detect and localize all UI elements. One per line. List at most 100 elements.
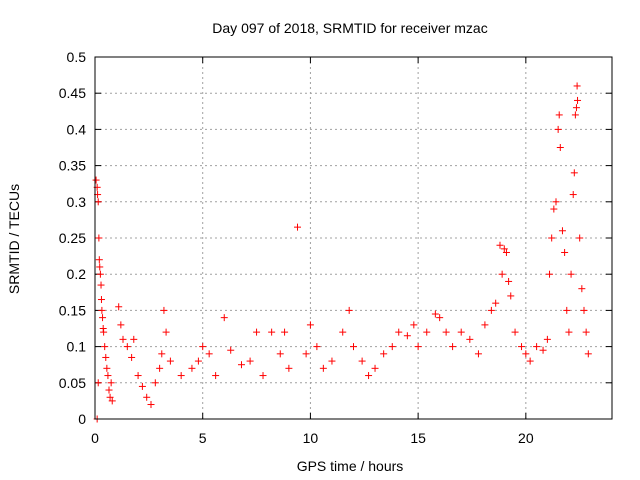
- x-axis-label: GPS time / hours: [297, 458, 404, 474]
- data-point: [160, 306, 168, 314]
- data-point: [103, 364, 111, 372]
- data-point: [95, 234, 103, 242]
- data-point: [567, 270, 575, 278]
- data-point: [380, 350, 388, 358]
- data-point: [350, 343, 357, 351]
- data-point: [555, 111, 563, 119]
- data-point: [281, 328, 289, 336]
- data-point: [105, 386, 113, 394]
- data-point: [134, 372, 142, 380]
- data-point: [285, 364, 293, 372]
- data-point: [576, 234, 584, 242]
- data-point: [98, 306, 106, 314]
- data-point: [403, 332, 411, 340]
- data-point: [96, 270, 104, 278]
- data-point: [511, 328, 519, 336]
- data-point: [550, 205, 558, 213]
- data-point: [268, 328, 276, 336]
- data-point: [498, 270, 506, 278]
- data-point: [561, 248, 569, 256]
- data-point: [571, 111, 579, 119]
- data-point: [558, 227, 566, 235]
- y-tick-label: 0: [78, 411, 86, 427]
- data-point: [138, 382, 146, 390]
- y-tick-label: 0.35: [59, 158, 86, 174]
- y-tick-label: 0.1: [67, 339, 87, 355]
- data-point: [237, 361, 245, 369]
- data-point: [457, 328, 465, 336]
- data-point: [227, 346, 235, 354]
- data-point: [423, 328, 431, 336]
- data-points: [92, 82, 592, 423]
- data-point: [518, 343, 526, 351]
- data-point: [199, 343, 207, 351]
- y-tick-label: 0.2: [67, 266, 87, 282]
- chart-title: Day 097 of 2018, SRMTID for receiver mza…: [212, 20, 487, 36]
- data-point: [496, 241, 504, 249]
- data-point: [96, 263, 104, 271]
- data-point: [117, 321, 125, 329]
- data-point: [487, 306, 495, 314]
- data-point: [573, 82, 581, 90]
- data-point: [205, 350, 213, 358]
- data-point: [119, 335, 127, 343]
- data-point: [502, 248, 510, 256]
- data-point: [569, 191, 577, 199]
- data-point: [556, 144, 564, 151]
- data-point: [563, 306, 571, 314]
- data-point: [212, 372, 220, 380]
- data-point: [442, 328, 450, 336]
- data-point: [220, 314, 228, 322]
- x-tick-label: 10: [303, 430, 319, 446]
- data-point: [100, 328, 108, 336]
- data-point: [481, 321, 489, 329]
- data-point: [580, 306, 588, 314]
- data-point: [533, 343, 541, 351]
- data-point: [414, 343, 422, 351]
- y-tick-label: 0.25: [59, 230, 86, 246]
- data-point: [130, 335, 138, 343]
- data-point: [92, 176, 100, 184]
- data-point: [253, 328, 261, 336]
- data-point: [572, 104, 580, 112]
- data-point: [574, 96, 582, 104]
- data-point: [106, 393, 114, 401]
- data-point: [177, 372, 185, 380]
- data-point: [543, 335, 551, 343]
- data-point: [474, 350, 482, 358]
- data-point: [94, 379, 102, 387]
- x-tick-label: 15: [410, 430, 426, 446]
- data-point: [582, 328, 590, 336]
- data-point: [328, 357, 336, 365]
- data-point: [492, 299, 500, 307]
- axis-ticks: 0 0.05 0.1 0.15 0.2 0.25 0.3 0.35 0.4 0.45 0.5 0 5 10…: [59, 49, 612, 446]
- data-point: [128, 353, 136, 361]
- data-point: [97, 296, 105, 304]
- data-point: [259, 372, 267, 380]
- data-point: [97, 281, 105, 289]
- data-point: [505, 277, 513, 285]
- data-point: [246, 357, 254, 365]
- data-point: [319, 364, 327, 372]
- data-point: [554, 125, 562, 133]
- y-tick-label: 0.15: [59, 302, 86, 318]
- data-point: [345, 306, 353, 314]
- data-point: [302, 350, 310, 358]
- data-point: [466, 335, 474, 343]
- data-point: [431, 310, 439, 318]
- data-point: [449, 343, 457, 351]
- x-tick-label: 20: [518, 430, 534, 446]
- grid: [95, 57, 612, 419]
- data-point: [552, 198, 560, 206]
- x-tick-label: 5: [199, 430, 207, 446]
- y-tick-label: 0.5: [67, 49, 87, 65]
- data-point: [188, 364, 196, 372]
- data-point: [584, 350, 592, 358]
- data-point: [158, 350, 166, 358]
- data-point: [522, 350, 530, 358]
- data-point: [570, 169, 578, 177]
- data-point: [365, 372, 373, 380]
- data-point: [166, 357, 174, 365]
- data-point: [94, 198, 102, 206]
